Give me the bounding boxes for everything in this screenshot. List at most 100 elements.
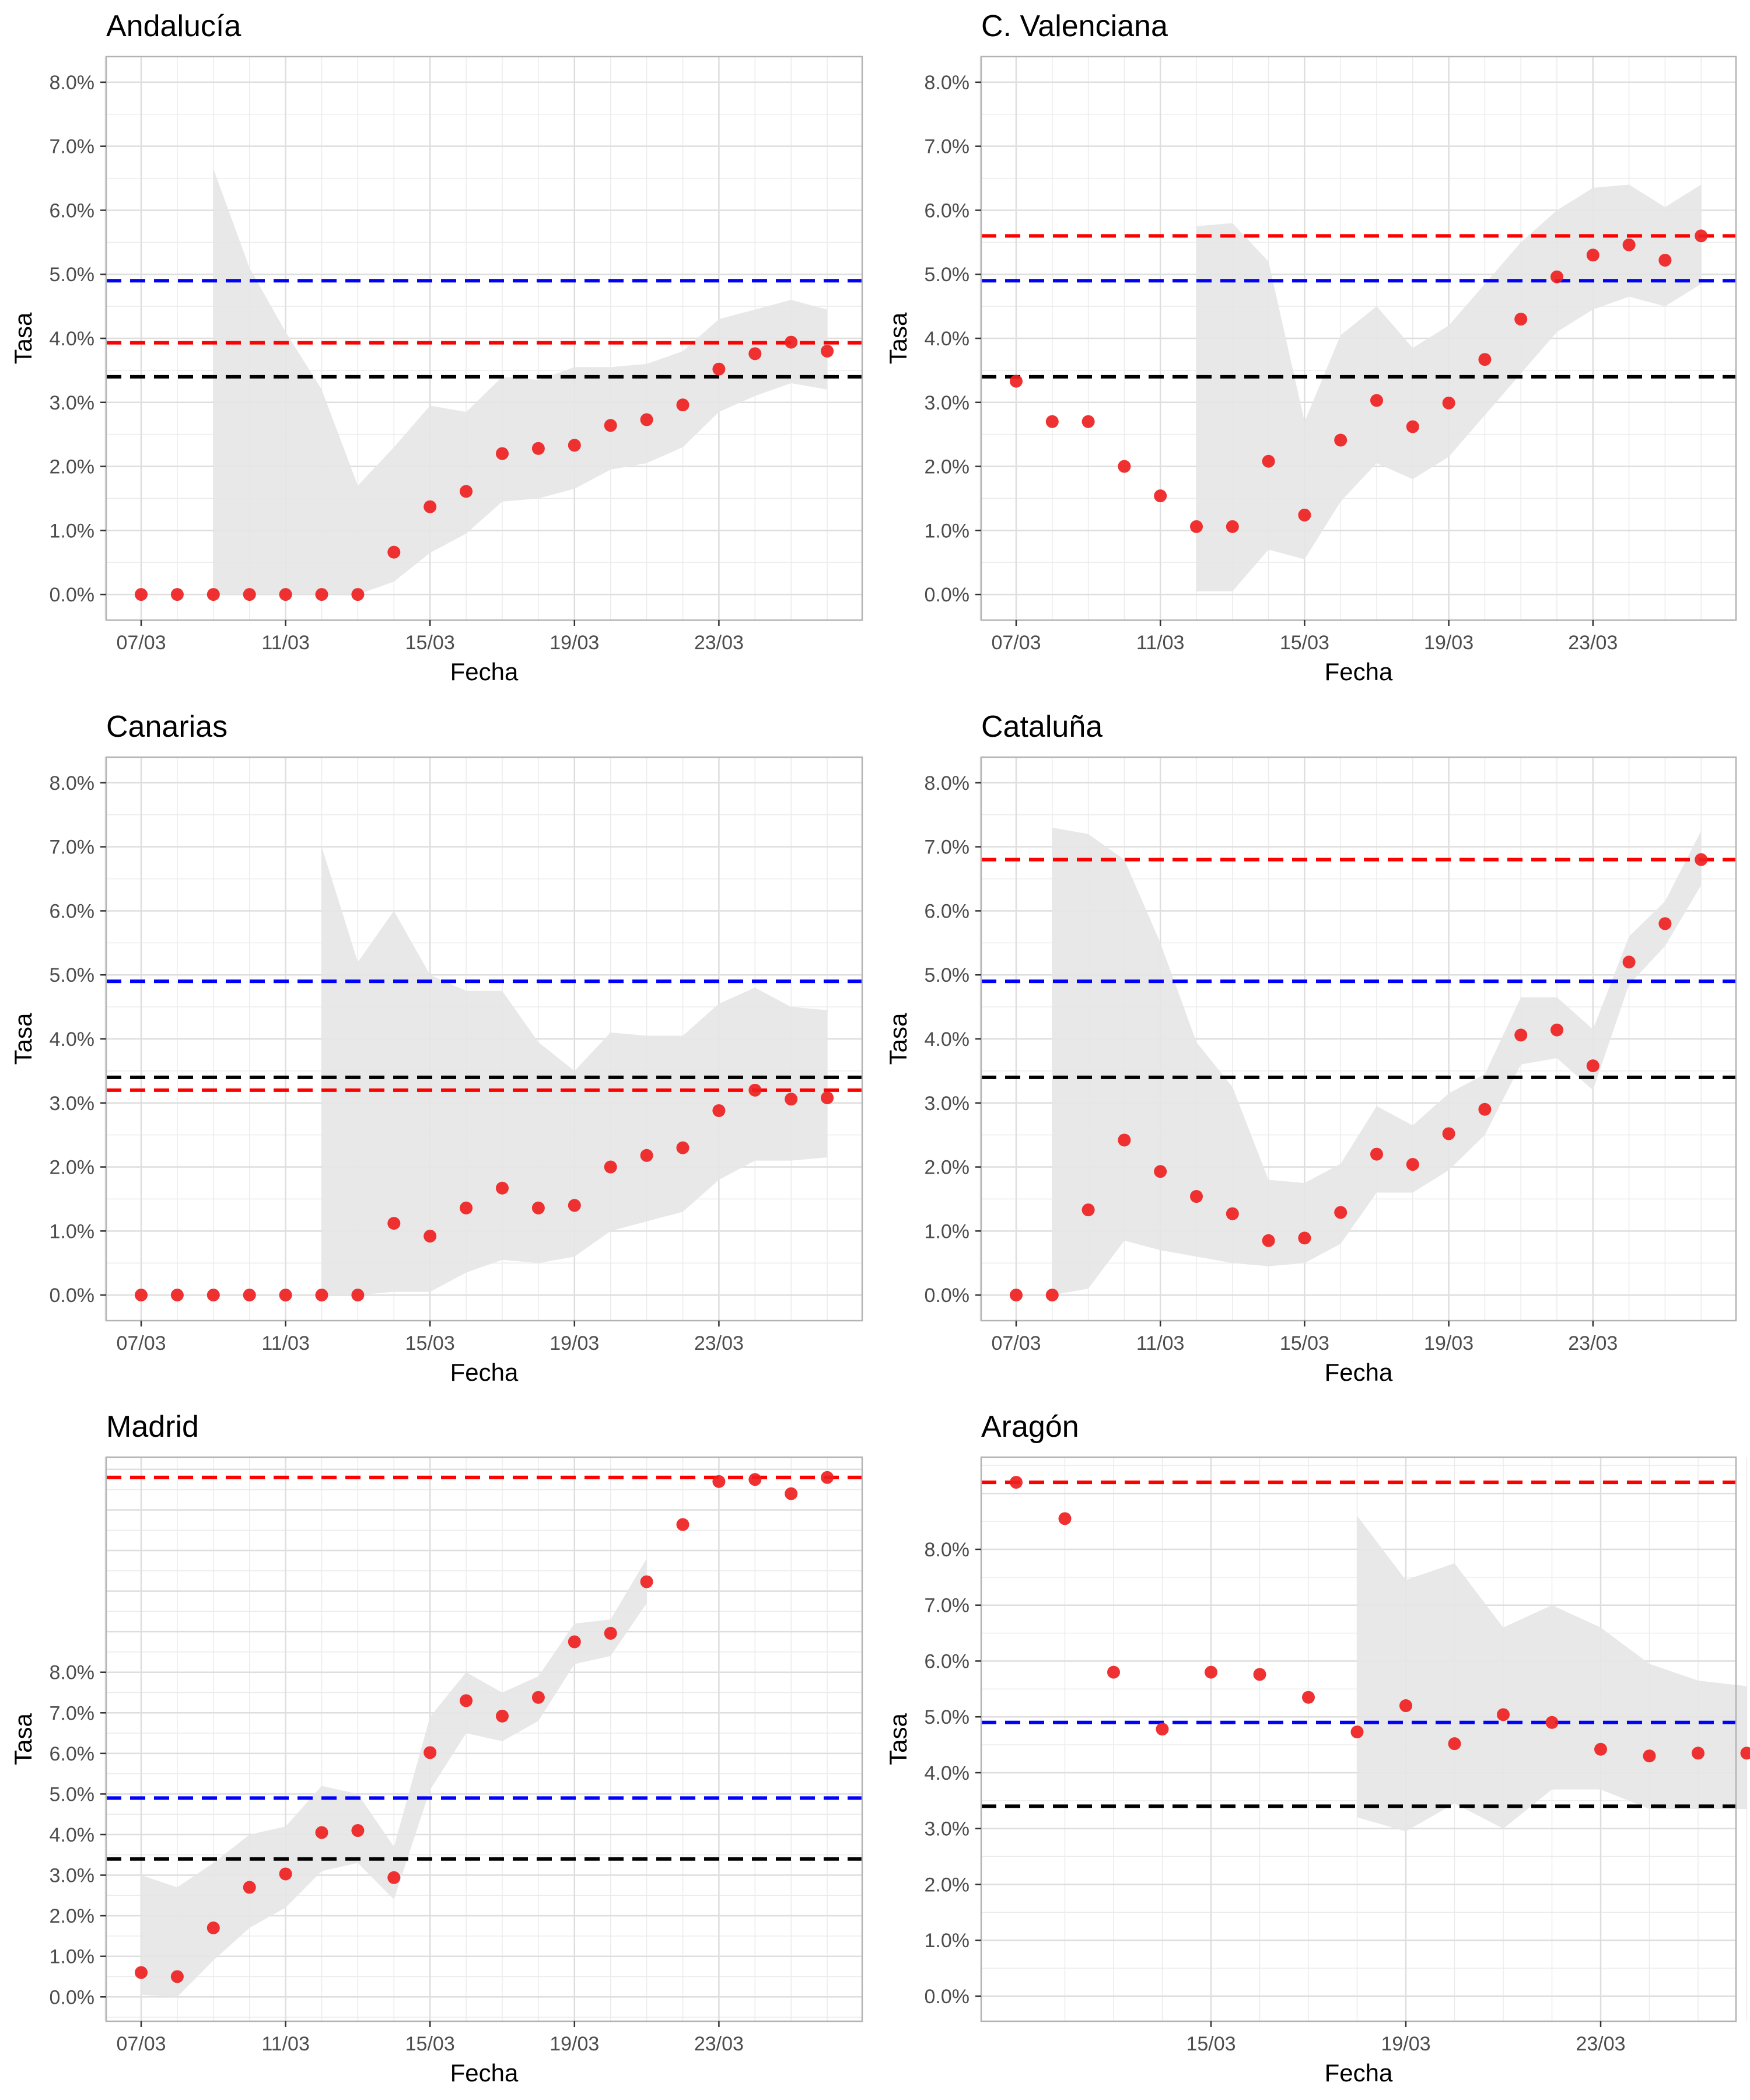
y-tick-label: 7.0% — [50, 836, 95, 859]
data-point — [1740, 1746, 1750, 1760]
x-tick-label: 11/03 — [261, 2033, 310, 2055]
data-point — [170, 1970, 184, 1983]
data-point — [387, 1871, 401, 1884]
x-tick-label: 19/03 — [550, 632, 599, 654]
y-tick-label: 0.0% — [925, 1284, 970, 1307]
x-tick-label: 23/03 — [1568, 632, 1618, 654]
y-axis-title: Tasa — [9, 312, 37, 364]
data-point — [1334, 433, 1348, 447]
data-point — [496, 1181, 509, 1195]
x-tick-label: 11/03 — [1136, 1332, 1185, 1354]
y-tick-label: 0.0% — [50, 584, 95, 606]
data-point — [1406, 1158, 1419, 1171]
data-point — [279, 1289, 292, 1302]
data-point — [1253, 1668, 1266, 1681]
data-point — [1586, 1059, 1600, 1073]
y-tick-label: 4.0% — [50, 328, 95, 350]
y-tick-label: 4.0% — [925, 328, 970, 350]
data-point — [460, 1201, 473, 1214]
confidence-band — [1052, 827, 1702, 1296]
y-axis-title: Tasa — [884, 1013, 912, 1065]
y-tick-label: 8.0% — [50, 72, 95, 94]
data-point — [1478, 353, 1492, 366]
x-axis-title: Fecha — [450, 2059, 519, 2087]
y-tick-label: 7.0% — [50, 1702, 95, 1724]
data-point — [1370, 1147, 1383, 1161]
data-point — [785, 335, 798, 349]
y-tick-label: 3.0% — [50, 1865, 95, 1887]
data-point — [279, 588, 292, 601]
data-point — [1205, 1665, 1217, 1679]
x-tick-label: 15/03 — [405, 2033, 455, 2055]
x-tick-label: 23/03 — [1576, 2033, 1625, 2055]
x-tick-label: 11/03 — [261, 632, 310, 654]
data-point — [531, 1690, 545, 1704]
data-point — [1298, 1231, 1311, 1245]
y-tick-label: 1.0% — [925, 1930, 970, 1952]
data-point — [1478, 1102, 1492, 1116]
data-point — [1118, 1133, 1131, 1147]
data-point — [1622, 238, 1636, 251]
y-tick-label: 8.0% — [925, 772, 970, 794]
data-point — [1082, 1203, 1095, 1217]
y-tick-label: 0.0% — [925, 1986, 970, 2008]
x-tick-label: 07/03 — [116, 1332, 166, 1354]
y-tick-label: 1.0% — [50, 1946, 95, 1968]
y-tick-label: 6.0% — [50, 900, 95, 922]
data-point — [1442, 1127, 1455, 1140]
data-points — [1010, 229, 1708, 533]
data-point — [1550, 270, 1563, 284]
data-point — [604, 419, 617, 432]
data-point — [1045, 1289, 1059, 1302]
panel-title: Cataluña — [981, 710, 1102, 744]
data-point — [676, 1518, 690, 1531]
y-tick-label: 7.0% — [925, 136, 970, 158]
data-point — [351, 588, 365, 601]
panel-border — [105, 1456, 863, 2022]
data-point — [1550, 1023, 1563, 1037]
y-tick-label: 3.0% — [925, 1093, 970, 1115]
y-axis-title: Tasa — [884, 312, 912, 364]
data-point — [1695, 853, 1708, 866]
data-point — [351, 1289, 365, 1302]
data-point — [1298, 508, 1311, 522]
y-tick-label: 6.0% — [925, 200, 970, 222]
x-tick-label: 15/03 — [1280, 1332, 1329, 1354]
y-tick-label: 7.0% — [925, 1595, 970, 1617]
panel-title: Canarias — [106, 710, 228, 744]
data-point — [1545, 1716, 1559, 1729]
data-point — [748, 347, 762, 360]
data-point — [170, 1289, 184, 1302]
y-tick-label: 3.0% — [925, 1818, 970, 1840]
data-point — [1399, 1699, 1412, 1713]
data-point — [351, 1824, 365, 1838]
y-tick-label: 1.0% — [50, 1220, 95, 1242]
data-point — [170, 588, 184, 601]
data-point — [1156, 1723, 1169, 1736]
x-tick-label: 07/03 — [116, 2033, 166, 2055]
y-tick-label: 7.0% — [925, 836, 970, 859]
y-tick-label: 2.0% — [50, 456, 95, 478]
data-points — [135, 335, 834, 601]
data-point — [243, 1289, 256, 1302]
data-point — [1406, 420, 1419, 433]
y-tick-label: 2.0% — [925, 1157, 970, 1179]
data-point — [1154, 489, 1167, 503]
data-points — [135, 1083, 834, 1302]
data-point — [1594, 1742, 1607, 1756]
chart-panel-2: 0.0% 1.0% 2.0% 3.0% 4.0% 5.0% 6.0% 7.0% 8.0% 07/0… — [884, 9, 1737, 685]
data-point — [1010, 1476, 1023, 1489]
minor-gridlines — [979, 57, 1736, 620]
y-tick-label: 3.0% — [925, 392, 970, 414]
x-axis-title: Fecha — [1325, 1359, 1393, 1386]
y-tick-label: 2.0% — [925, 1874, 970, 1896]
x-tick-label: 11/03 — [261, 1332, 310, 1354]
data-point — [748, 1083, 762, 1097]
chart-panel-1: 0.0% 1.0% 2.0% 3.0% 4.0% 5.0% 6.0% 7.0% 8.0% 07/0… — [9, 9, 863, 685]
data-point — [1118, 460, 1131, 473]
data-point — [496, 1709, 509, 1723]
x-axis-title: Fecha — [1325, 2059, 1393, 2087]
data-point — [424, 500, 437, 513]
x-tick-label: 23/03 — [694, 632, 744, 654]
data-point — [1107, 1665, 1120, 1679]
